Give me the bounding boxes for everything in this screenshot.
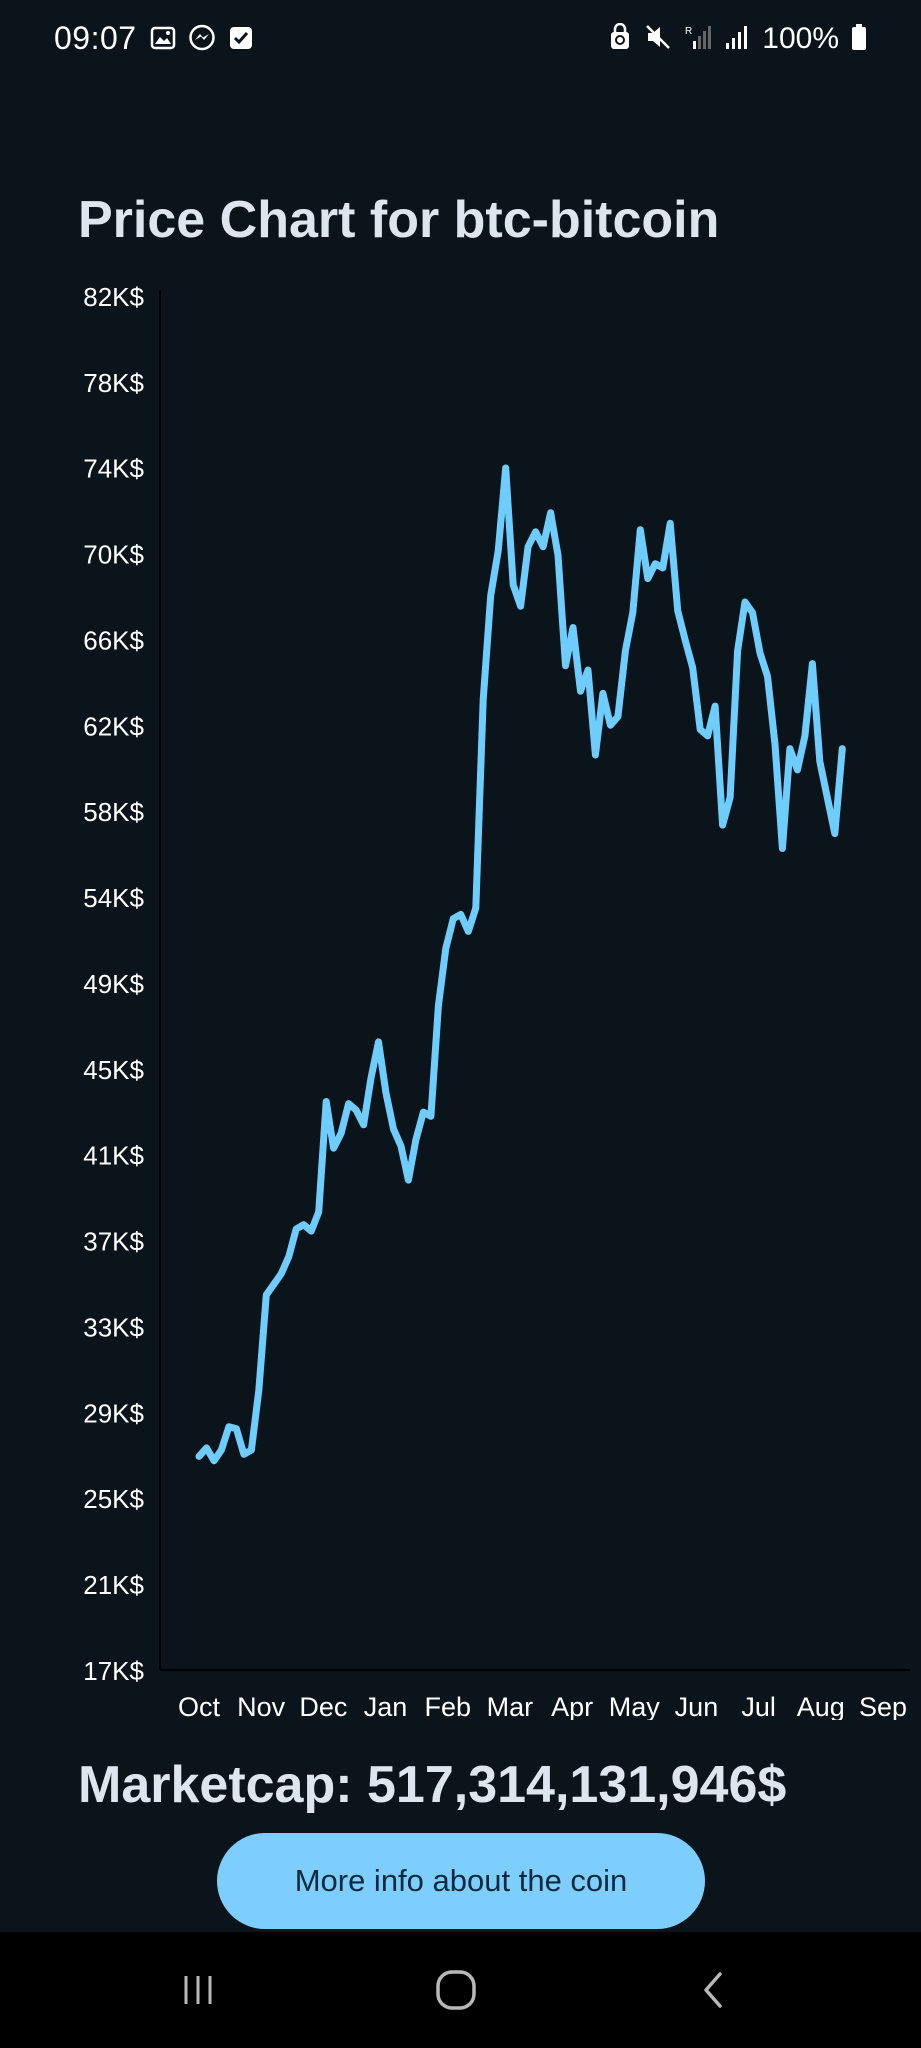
- y-tick-label: 54K$: [83, 883, 144, 913]
- y-tick-label: 25K$: [83, 1484, 144, 1514]
- recycle-lock-icon: [608, 22, 632, 56]
- gallery-icon: [150, 25, 176, 56]
- y-tick-label: 58K$: [83, 797, 144, 827]
- battery-icon: [851, 23, 867, 56]
- y-tick-label: 74K$: [83, 454, 144, 484]
- y-tick-label: 66K$: [83, 625, 144, 655]
- checkbox-icon: [228, 25, 254, 56]
- y-tick-label: 33K$: [83, 1312, 144, 1342]
- x-tick-label: Dec: [299, 1692, 347, 1720]
- price-series-line: [195, 464, 846, 1465]
- y-tick-label: 37K$: [83, 1227, 144, 1257]
- status-time: 09:07: [54, 20, 137, 56]
- more-info-button[interactable]: More info about the coin: [217, 1833, 705, 1929]
- notification-icons: [150, 24, 254, 57]
- y-tick-label: 82K$: [83, 282, 144, 312]
- y-tick-label: 45K$: [83, 1055, 144, 1085]
- svg-text:R: R: [685, 26, 692, 37]
- price-chart-svg: 82K$ 78K$ 74K$ 70K$ 66K$ 62K$ 58K$ 54K$ 49K$ 45K$…: [83, 282, 910, 1722]
- mute-icon: [644, 23, 672, 56]
- y-tick-label: 49K$: [83, 969, 144, 999]
- x-tick-label: Jan: [364, 1692, 408, 1720]
- y-tick-labels: 82K$ 78K$ 74K$ 70K$ 66K$ 62K$ 58K$ 54K$ 49K$ 45K$…: [83, 282, 144, 1686]
- x-tick-label: Aug: [797, 1692, 845, 1720]
- page-title: Price Chart for btc-bitcoin: [78, 191, 720, 249]
- x-tick-label: May: [609, 1692, 661, 1720]
- y-tick-label: 21K$: [83, 1570, 144, 1600]
- system-icons: R 100%: [608, 22, 867, 56]
- y-tick-label: 78K$: [83, 368, 144, 398]
- x-tick-labels: Oct Nov Dec Jan Feb Mar Apr May Jun Jul Aug Sep: [178, 1692, 907, 1722]
- y-tick-label: 29K$: [83, 1398, 144, 1428]
- x-tick-label: Sep: [859, 1692, 907, 1720]
- recent-apps-icon[interactable]: [168, 1960, 228, 2020]
- signal-icon: [724, 23, 750, 56]
- y-tick-label: 70K$: [83, 540, 144, 570]
- marketcap-text: Marketcap: 517,314,131,946$: [78, 1756, 787, 1814]
- signal-r-icon: R: [684, 23, 712, 56]
- home-icon[interactable]: [426, 1960, 486, 2020]
- back-icon[interactable]: [684, 1960, 744, 2020]
- x-tick-label: Apr: [551, 1692, 593, 1720]
- messenger-icon: [188, 24, 216, 57]
- x-tick-label: Jun: [675, 1692, 719, 1720]
- y-tick-label: 17K$: [83, 1656, 144, 1686]
- price-chart: 82K$ 78K$ 74K$ 70K$ 66K$ 62K$ 58K$ 54K$ 49K$ 45K$…: [0, 270, 921, 1722]
- x-tick-label: Feb: [424, 1692, 471, 1720]
- x-tick-label: Jul: [741, 1692, 776, 1720]
- x-tick-label: Mar: [487, 1692, 534, 1720]
- y-tick-label: 41K$: [83, 1141, 144, 1171]
- y-tick-label: 62K$: [83, 711, 144, 741]
- x-tick-label: Oct: [178, 1692, 221, 1720]
- navigation-bar: [0, 1932, 921, 2048]
- battery-percent: 100%: [762, 22, 839, 55]
- x-tick-label: Nov: [237, 1692, 286, 1720]
- status-bar: 09:07: [0, 0, 921, 80]
